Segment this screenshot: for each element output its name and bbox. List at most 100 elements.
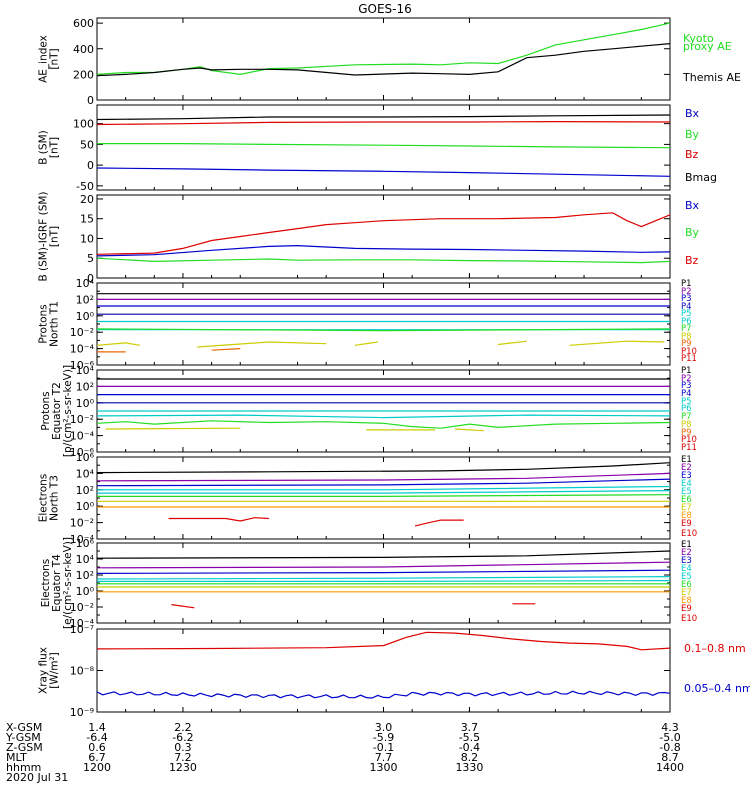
series-line <box>197 341 327 348</box>
series-line <box>414 519 464 527</box>
y-tick-label: 0 <box>87 272 94 285</box>
series-label: Bx <box>685 107 700 120</box>
series-label: P8 <box>681 332 692 342</box>
series-label: E9 <box>681 604 692 614</box>
series-line <box>96 120 671 126</box>
y-axis-label: Equator T2 <box>51 382 63 440</box>
series-label: P9 <box>681 339 692 349</box>
series-label: E5 <box>681 487 692 497</box>
series-label: P2 <box>681 287 692 297</box>
y-tick-label: 0 <box>87 94 94 107</box>
y-tick-label: 10⁻² <box>70 601 94 614</box>
y-tick-label: 10⁴ <box>76 277 95 290</box>
panel-frame <box>96 17 671 101</box>
x-row-value: 6.7 <box>88 751 106 764</box>
series-line <box>455 428 484 432</box>
y-tick-label: 200 <box>73 68 94 81</box>
x-axis-table: X-GSM 1.4 2.2 3.0 3.7 4.3 Y-GSM -6.4 -6.2 -5.9 -5.… <box>5 721 684 784</box>
y-axis-label: [W/m²] <box>49 652 61 689</box>
y-tick-label: 10⁰ <box>76 310 95 323</box>
series-line <box>96 561 671 569</box>
y-tick-label: 10⁻⁴ <box>70 343 95 356</box>
y-axis-label: North T1 <box>49 301 61 347</box>
y-tick-label: 10⁻⁹ <box>70 706 94 719</box>
series-label: E7 <box>681 503 692 513</box>
x-row-value: 7.2 <box>174 751 192 764</box>
y-axis-label: [e/(cm²-s-sr-keV)] <box>62 537 74 629</box>
series-label: E4 <box>681 564 692 574</box>
series-label: Bmag <box>685 171 717 184</box>
y-axis-label: Xray flux <box>38 647 50 694</box>
series-line <box>96 257 671 264</box>
series-label: E5 <box>681 572 692 582</box>
series-label: Kyoto <box>683 32 714 45</box>
series-label: P6 <box>681 317 692 327</box>
panel-frame <box>96 194 671 279</box>
x-row-value: -0.4 <box>459 741 480 754</box>
x-row-value: -5.9 <box>373 731 394 744</box>
series-label: P1 <box>681 279 692 289</box>
panel-5: 10⁻⁶ 10⁻⁴ 10⁻² 10⁰ 10² 10⁴ Protons Equator T2 [p… <box>40 364 697 459</box>
y-axis-label: [nT] <box>49 48 61 69</box>
x-row-value: 2.2 <box>174 721 192 734</box>
series-label: P5 <box>681 397 692 407</box>
series-line <box>97 580 671 582</box>
series-label: P11 <box>681 354 697 364</box>
panel-frame <box>96 542 671 624</box>
x-row-value: -6.4 <box>86 731 107 744</box>
y-tick-label: 10⁴ <box>76 553 95 566</box>
y-tick-label: 10 <box>80 232 94 245</box>
series-label: E1 <box>681 455 692 465</box>
y-tick-label: 100 <box>73 118 94 131</box>
y-tick-label: 10⁰ <box>76 500 95 513</box>
series-label: P11 <box>681 443 697 453</box>
series-line <box>96 167 671 177</box>
x-row-label: Y-GSM <box>5 731 41 744</box>
y-tick-label: 0 <box>87 159 94 172</box>
series-label: E9 <box>681 519 692 529</box>
series-label: P5 <box>681 309 692 319</box>
y-tick-label: 15 <box>80 213 94 226</box>
series-label: P4 <box>681 302 692 312</box>
series-label: P6 <box>681 404 692 414</box>
series-label: P3 <box>681 294 692 304</box>
y-axis-label: [nT] <box>49 226 61 247</box>
series-line <box>354 341 378 346</box>
panel-8: 10⁻⁹ 10⁻⁸ 10⁻⁷ Xray flux [W/m²] 0.1–0.8 nm 0.0… <box>38 623 750 719</box>
series-line <box>96 478 671 487</box>
y-axis-label: North T3 <box>49 475 61 521</box>
series-label: P9 <box>681 428 692 438</box>
y-axis-label: Protons <box>40 391 52 430</box>
panel-3: 0 5 10 15 20 B (SM)-IGRF (SM) [nT] Bx By Bz <box>38 191 700 285</box>
y-tick-label: 400 <box>73 43 94 56</box>
series-label: proxy AE <box>683 40 732 53</box>
y-tick-label: 10⁰ <box>76 397 95 410</box>
y-tick-label: 10⁶ <box>76 537 95 550</box>
y-axis-label: [nT] <box>49 137 61 158</box>
series-label: E6 <box>681 495 692 505</box>
series-line <box>105 427 241 430</box>
series-label: P10 <box>681 347 697 357</box>
y-axis-label: B (SM) <box>38 130 50 164</box>
y-tick-label: 10⁻⁶ <box>70 359 95 372</box>
y-tick-label: 10⁻² <box>70 517 94 530</box>
y-axis-label: AE_index <box>38 35 50 83</box>
x-row-value: -6.2 <box>172 731 193 744</box>
y-tick-label: 10⁻⁷ <box>70 623 94 636</box>
x-row-value: -5.0 <box>659 731 680 744</box>
series-label: By <box>685 226 700 239</box>
x-row-value: 4.3 <box>661 721 679 734</box>
x-row-value: -0.1 <box>373 741 394 754</box>
series-label: E4 <box>681 479 692 489</box>
series-label: E3 <box>681 471 692 481</box>
x-row-value: 7.7 <box>375 751 393 764</box>
series-line <box>97 494 671 497</box>
panel-2: -50 0 50 100 B (SM) [nT] Bx By Bz Bmag <box>38 104 717 193</box>
series-label: Bz <box>685 148 699 161</box>
series-label: E1 <box>681 540 692 550</box>
series-line <box>96 472 671 482</box>
panel-4: 10⁻⁶ 10⁻⁴ 10⁻² 10⁰ 10² 10⁴ Protons North T1 P1P2… <box>38 277 697 372</box>
